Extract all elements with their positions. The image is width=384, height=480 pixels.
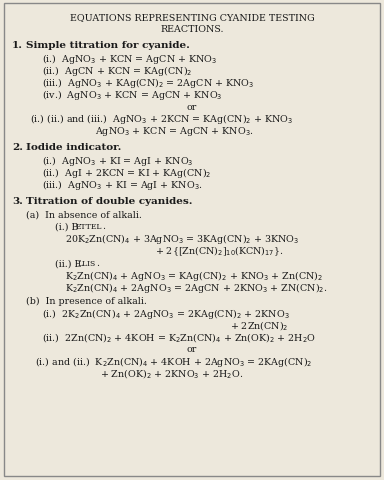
Text: + Zn(OK)$_2$ + 2KNO$_3$ + 2H$_2$O.: + Zn(OK)$_2$ + 2KNO$_3$ + 2H$_2$O. — [100, 367, 243, 380]
Text: (i.) and (ii.)  K$_2$Zn(CN)$_4$ + 4KOH + 2AgNO$_3$ = 2KAg(CN)$_2$: (i.) and (ii.) K$_2$Zn(CN)$_4$ + 4KOH + … — [35, 354, 313, 368]
Text: 3.: 3. — [12, 197, 23, 206]
Text: (iii.)  AgNO$_3$ + KAg(CN)$_2$ = 2AgCN + KNO$_3$: (iii.) AgNO$_3$ + KAg(CN)$_2$ = 2AgCN + … — [42, 76, 254, 90]
Text: 20K$_2$Zn(CN)$_4$ + 3AgNO$_3$ = 3KAg(CN)$_2$ + 3KNO$_3$: 20K$_2$Zn(CN)$_4$ + 3AgNO$_3$ = 3KAg(CN)… — [65, 231, 299, 245]
Text: Titration of double cyanides.: Titration of double cyanides. — [26, 197, 192, 206]
Text: (ii.)  AgCN + KCN = KAg(CN)$_2$: (ii.) AgCN + KCN = KAg(CN)$_2$ — [42, 64, 192, 78]
Text: REACTIONS.: REACTIONS. — [160, 25, 224, 35]
Text: or: or — [187, 345, 197, 354]
Text: (ii.) E: (ii.) E — [55, 259, 81, 268]
Text: (b)  In presence of alkali.: (b) In presence of alkali. — [26, 296, 147, 305]
Text: (i.)  2K$_2$Zn(CN)$_4$ + 2AgNO$_3$ = 2KAg(CN)$_2$ + 2KNO$_3$: (i.) 2K$_2$Zn(CN)$_4$ + 2AgNO$_3$ = 2KAg… — [42, 306, 290, 320]
Text: 1.: 1. — [12, 41, 23, 50]
Text: 2.: 2. — [12, 143, 23, 152]
Text: (i.)  AgNO$_3$ + KCN = AgCN + KNO$_3$: (i.) AgNO$_3$ + KCN = AgCN + KNO$_3$ — [42, 52, 217, 66]
Text: (i.) B: (i.) B — [55, 222, 78, 231]
Text: LLIS: LLIS — [78, 260, 96, 267]
Text: .: . — [96, 259, 99, 268]
Text: + 2{[Zn(CN)$_2$]$_{10}$(KCN)$_{17}$}.: + 2{[Zn(CN)$_2$]$_{10}$(KCN)$_{17}$}. — [155, 244, 284, 257]
Text: (ii.)  AgI + 2KCN = KI + KAg(CN)$_2$: (ii.) AgI + 2KCN = KI + KAg(CN)$_2$ — [42, 166, 212, 180]
Text: (iii.)  AgNO$_3$ + KI = AgI + KNO$_3$.: (iii.) AgNO$_3$ + KI = AgI + KNO$_3$. — [42, 178, 203, 192]
Text: AgNO$_3$ + KCN = AgCN + KNO$_3$.: AgNO$_3$ + KCN = AgCN + KNO$_3$. — [95, 124, 254, 137]
Text: K$_2$Zn(CN)$_4$ + AgNO$_3$ = KAg(CN)$_2$ + KNO$_3$ + Zn(CN)$_2$: K$_2$Zn(CN)$_4$ + AgNO$_3$ = KAg(CN)$_2$… — [65, 268, 323, 282]
Text: Iodide indicator.: Iodide indicator. — [26, 143, 121, 152]
Text: K$_2$Zn(CN)$_4$ + 2AgNO$_3$ = 2AgCN + 2KNO$_3$ + ZN(CN)$_2$.: K$_2$Zn(CN)$_4$ + 2AgNO$_3$ = 2AgCN + 2K… — [65, 280, 328, 294]
Text: .: . — [102, 222, 105, 231]
Text: EQUATIONS REPRESENTING CYANIDE TESTING: EQUATIONS REPRESENTING CYANIDE TESTING — [70, 13, 314, 23]
Text: (ii.)  2Zn(CN)$_2$ + 4KOH = K$_2$Zn(CN)$_4$ + Zn(OK)$_2$ + 2H$_2$O: (ii.) 2Zn(CN)$_2$ + 4KOH = K$_2$Zn(CN)$_… — [42, 331, 316, 344]
Text: or: or — [187, 102, 197, 111]
Text: (i.)  AgNO$_3$ + KI = AgI + KNO$_3$: (i.) AgNO$_3$ + KI = AgI + KNO$_3$ — [42, 154, 194, 168]
Text: + 2Zn(CN)$_2$: + 2Zn(CN)$_2$ — [230, 319, 288, 332]
Text: Simple titration for cyanide.: Simple titration for cyanide. — [26, 41, 190, 50]
Text: (i.) (ii.) and (iii.)  AgNO$_3$ + 2KCN = KAg(CN)$_2$ + KNO$_3$: (i.) (ii.) and (iii.) AgNO$_3$ + 2KCN = … — [30, 112, 293, 126]
Text: ETTEL: ETTEL — [76, 223, 103, 230]
Text: (iv.)  AgNO$_3$ + KCN = AgCN + KNO$_3$: (iv.) AgNO$_3$ + KCN = AgCN + KNO$_3$ — [42, 88, 223, 102]
Text: (a)  In absence of alkali.: (a) In absence of alkali. — [26, 210, 142, 219]
